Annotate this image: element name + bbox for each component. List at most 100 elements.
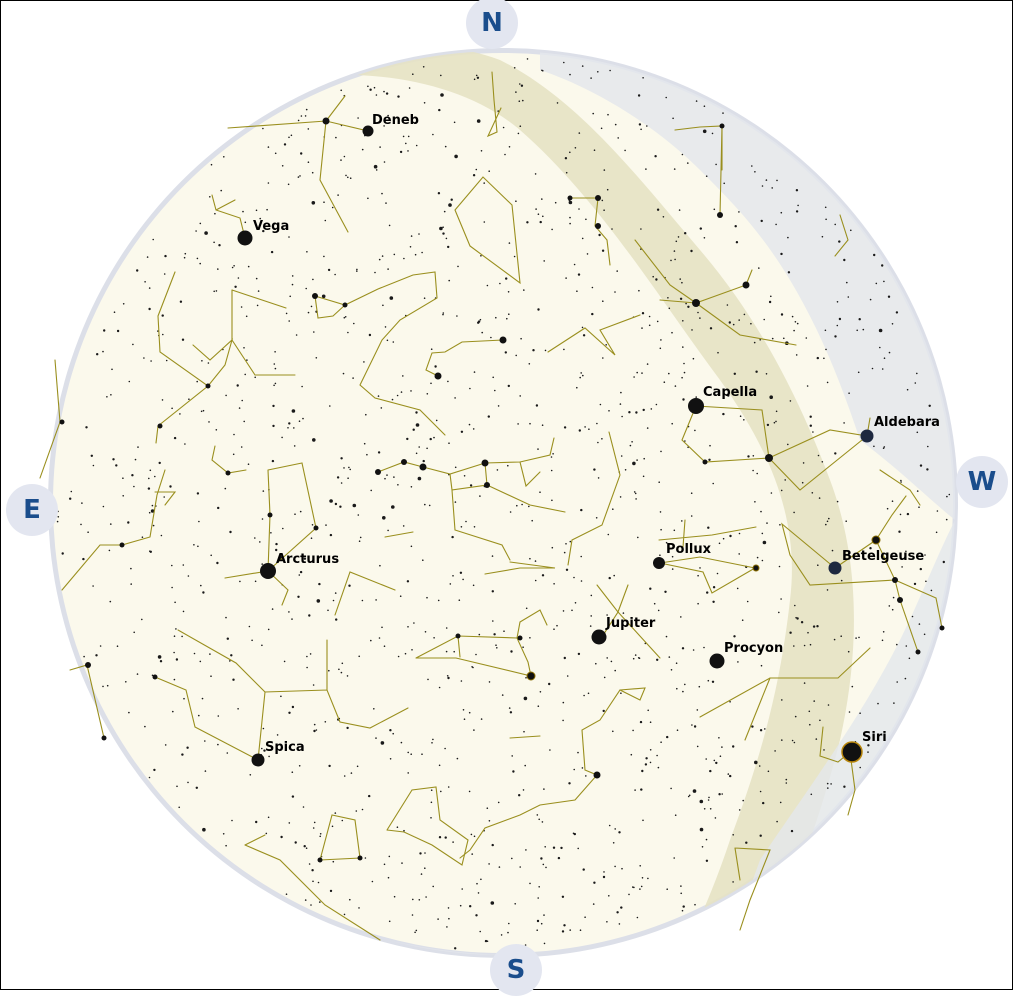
field-star [480,150,483,152]
field-star [294,841,297,844]
field-star [302,417,304,420]
field-star [809,723,811,726]
field-star [699,827,704,832]
field-star [248,625,251,628]
field-star [340,159,342,161]
field-star [734,225,737,228]
field-star [426,596,428,599]
field-star [769,395,773,400]
compass-north[interactable]: N [466,0,518,49]
field-star [202,591,205,594]
field-star [300,152,303,155]
field-star [666,735,669,739]
constellation-centaurus [244,834,381,941]
field-star [738,532,741,535]
field-star [468,711,471,714]
field-star [766,423,770,427]
field-star [133,485,135,488]
field-star [393,476,395,478]
field-star [345,174,347,177]
field-star [329,533,333,537]
field-star [407,626,409,628]
constellation-ursa-minor [425,339,504,377]
field-star [873,253,876,257]
field-star [697,574,699,577]
field-star [343,316,346,319]
field-star [471,853,474,855]
field-star [581,237,584,240]
field-star [522,99,524,102]
constellation-crater [386,786,469,866]
field-star [463,718,466,720]
field-star [677,236,680,238]
field-star [780,211,783,214]
field-star [549,749,551,751]
label-procyon: Procyon [724,641,783,656]
field-star [245,315,248,318]
field-star [851,685,854,688]
field-star [92,464,95,467]
field-star [671,422,673,425]
field-star [491,843,494,847]
field-star [758,267,760,269]
field-star [259,541,261,543]
field-star [838,240,841,243]
field-star [412,428,415,431]
field-star [448,442,450,445]
field-star [421,753,423,755]
field-star [159,660,163,663]
field-star [116,645,119,647]
field-star [702,129,707,134]
field-star [534,173,537,175]
field-star [762,801,765,805]
field-star [183,697,185,700]
field-star [420,873,423,875]
label-spica: Spica [265,740,305,755]
field-star [363,361,365,363]
field-star [878,328,883,333]
field-star [682,320,684,322]
field-star [537,308,540,311]
field-star [388,855,391,858]
field-star [585,775,587,777]
field-star [562,719,564,722]
field-star [267,146,270,148]
compass-west[interactable]: W [956,456,1008,508]
field-star [102,685,104,688]
field-star [339,505,342,508]
field-star [684,683,686,686]
compass-south[interactable]: S [490,944,542,996]
field-star [469,484,473,487]
field-star [737,661,739,663]
field-star [632,657,635,660]
field-star [773,421,776,424]
field-star [621,415,623,418]
field-star [396,826,399,828]
field-star [691,329,693,331]
constellation-corona [211,445,247,474]
field-star [334,812,337,814]
field-star [916,490,919,492]
field-star [539,220,542,224]
field-star [499,282,501,285]
field-star [171,564,173,567]
field-star [658,481,660,484]
field-star [701,846,704,848]
field-star [608,410,610,412]
field-star [161,314,164,317]
field-star [657,766,660,769]
field-star [490,901,495,905]
field-star [718,793,721,796]
field-star [703,646,705,649]
field-star [182,564,185,566]
field-star [476,76,480,80]
field-star [867,751,869,753]
field-star [729,534,732,538]
field-star [370,639,372,642]
field-star [759,339,761,341]
compass-east[interactable]: E [6,484,58,536]
field-star [399,150,403,154]
field-star [520,337,522,340]
field-star [729,774,732,778]
